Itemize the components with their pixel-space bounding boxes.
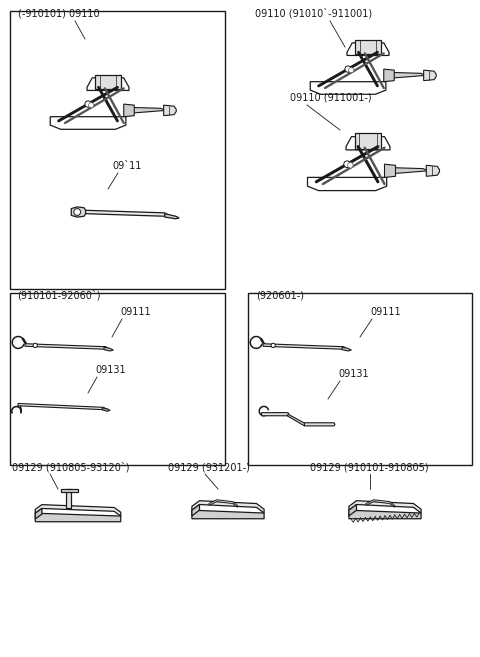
Circle shape xyxy=(348,162,353,168)
Circle shape xyxy=(89,102,94,108)
Polygon shape xyxy=(355,39,381,55)
Text: 09110 (91010`-911001): 09110 (91010`-911001) xyxy=(255,9,372,19)
Polygon shape xyxy=(102,408,110,411)
Text: 09`11: 09`11 xyxy=(112,161,142,171)
Polygon shape xyxy=(61,489,78,492)
Polygon shape xyxy=(349,510,421,519)
Polygon shape xyxy=(192,510,264,519)
Polygon shape xyxy=(349,501,421,513)
Polygon shape xyxy=(87,78,129,91)
Circle shape xyxy=(85,101,91,107)
Polygon shape xyxy=(366,500,395,507)
Polygon shape xyxy=(288,414,305,426)
Text: 09131: 09131 xyxy=(338,369,369,379)
Text: 09111: 09111 xyxy=(370,307,401,317)
Polygon shape xyxy=(263,344,346,350)
Polygon shape xyxy=(308,177,387,191)
Polygon shape xyxy=(192,501,264,513)
Text: (920601-): (920601-) xyxy=(256,290,304,300)
Text: 09110 (911001-): 09110 (911001-) xyxy=(290,92,372,102)
Polygon shape xyxy=(164,105,176,116)
Polygon shape xyxy=(66,489,72,509)
Polygon shape xyxy=(18,403,106,410)
Polygon shape xyxy=(71,207,86,217)
Text: 09129 (910805-93120`): 09129 (910805-93120`) xyxy=(12,461,130,472)
Bar xyxy=(248,293,472,465)
Polygon shape xyxy=(35,509,42,519)
Polygon shape xyxy=(424,70,436,81)
Circle shape xyxy=(345,66,351,72)
Polygon shape xyxy=(387,168,429,174)
Polygon shape xyxy=(355,133,381,148)
Polygon shape xyxy=(347,43,389,55)
Circle shape xyxy=(33,344,37,348)
Bar xyxy=(10,293,225,465)
Circle shape xyxy=(74,209,81,215)
Polygon shape xyxy=(126,107,166,114)
Polygon shape xyxy=(192,505,200,516)
Text: (-910101) 09110: (-910101) 09110 xyxy=(18,9,100,19)
Polygon shape xyxy=(35,513,121,522)
Circle shape xyxy=(271,344,276,348)
Polygon shape xyxy=(124,104,134,117)
Polygon shape xyxy=(426,166,440,176)
Polygon shape xyxy=(20,404,21,412)
Polygon shape xyxy=(96,75,120,89)
Polygon shape xyxy=(384,69,394,81)
Circle shape xyxy=(344,161,350,168)
Polygon shape xyxy=(304,423,335,426)
Polygon shape xyxy=(25,344,108,350)
Polygon shape xyxy=(35,505,121,516)
Polygon shape xyxy=(346,137,390,150)
Polygon shape xyxy=(165,214,179,219)
Polygon shape xyxy=(209,500,238,507)
Polygon shape xyxy=(386,72,426,79)
Polygon shape xyxy=(384,164,396,177)
Polygon shape xyxy=(349,505,357,516)
Text: 09129 (931201-): 09129 (931201-) xyxy=(168,462,250,472)
Polygon shape xyxy=(262,413,289,416)
Text: 09111: 09111 xyxy=(120,307,151,317)
Polygon shape xyxy=(50,117,126,129)
Text: 09129 (910101-910805): 09129 (910101-910805) xyxy=(310,462,429,472)
Circle shape xyxy=(348,68,354,73)
Text: 09131: 09131 xyxy=(95,365,126,375)
Polygon shape xyxy=(104,347,113,351)
Bar xyxy=(10,11,225,289)
Polygon shape xyxy=(310,81,386,95)
Text: (910101-92060`): (910101-92060`) xyxy=(17,290,100,300)
Polygon shape xyxy=(86,210,168,216)
Polygon shape xyxy=(342,347,351,351)
